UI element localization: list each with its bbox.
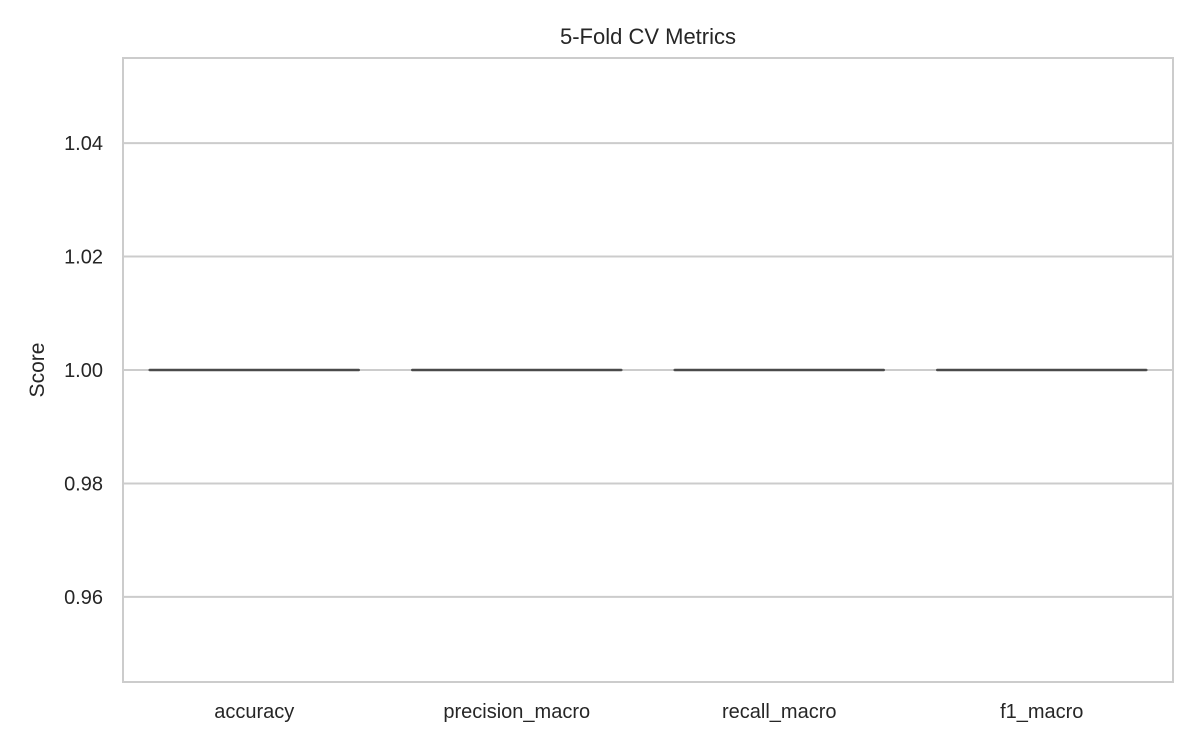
x-tick-label: f1_macro [1000,701,1083,723]
x-tick-labels: accuracy precision_macro recall_macro f1_ma… [214,701,1083,723]
y-tick-label: 0.98 [64,473,103,495]
x-tick-label: recall_macro [722,701,836,723]
x-tick-label: precision_macro [443,701,590,723]
chart-title: 5-Fold CV Metrics [560,24,736,49]
y-tick-label: 1.04 [64,133,103,155]
x-tick-label: accuracy [214,701,294,723]
y-tick-label: 0.96 [64,587,103,609]
y-tick-label: 1.00 [64,360,103,382]
y-tick-labels: 0.96 0.98 1.00 1.02 1.04 [64,133,103,609]
y-tick-label: 1.02 [64,247,103,269]
y-axis-label: Score [26,343,49,398]
